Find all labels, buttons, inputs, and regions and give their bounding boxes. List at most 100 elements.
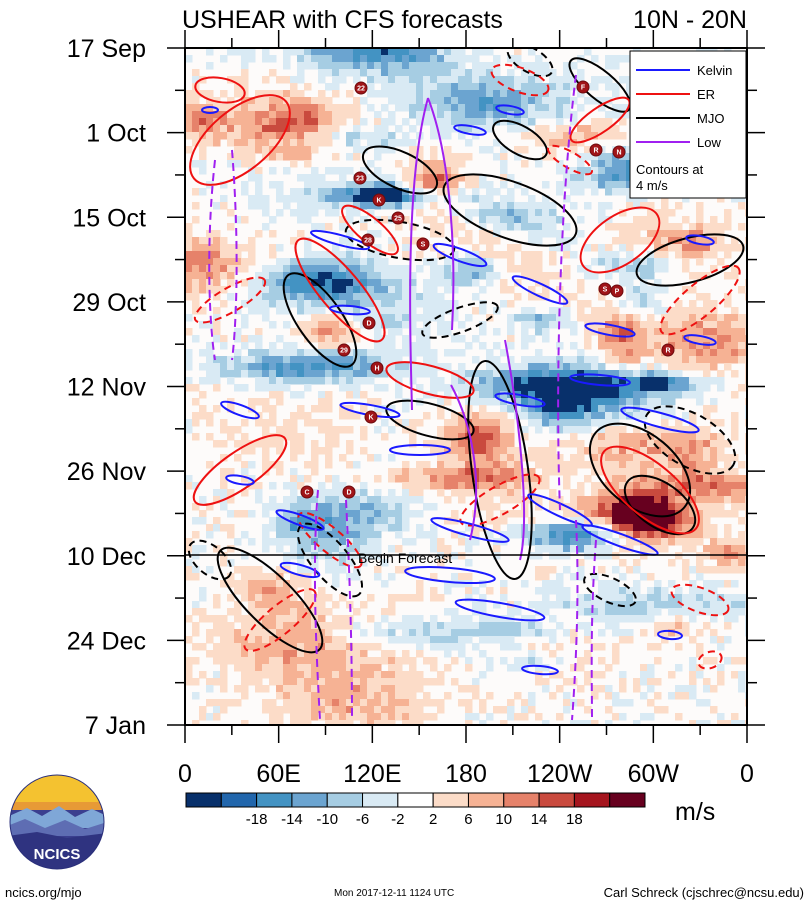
heat-cell [339,503,347,511]
heat-cell [696,398,704,406]
heat-cell [563,76,571,84]
heat-cell [416,587,424,595]
heat-cell [549,251,557,259]
heat-cell [367,594,375,602]
heat-cell [647,272,655,280]
heat-cell [437,671,445,679]
heat-cell [675,391,683,399]
heat-cell [619,384,627,392]
heat-cell [402,629,410,637]
heat-cell [500,426,508,434]
heat-cell [325,286,333,294]
heat-cell [451,426,459,434]
heat-cell [311,167,319,175]
heat-cell [689,461,697,469]
heat-cell [353,489,361,497]
heat-cell [717,377,725,385]
heat-cell [255,678,263,686]
heat-cell [185,293,193,301]
heat-cell [549,356,557,364]
heat-cell [479,440,487,448]
heat-cell [409,370,417,378]
heat-cell [241,671,249,679]
heat-cell [549,580,557,588]
heat-cell [584,461,592,469]
heat-cell [206,685,214,693]
heat-cell [696,650,704,658]
heat-cell [325,496,333,504]
heat-cell [486,265,494,273]
heat-cell [507,440,515,448]
heat-cell [598,167,606,175]
heat-cell [297,650,305,658]
heat-cell [346,531,354,539]
heat-cell [724,314,732,322]
heat-cell [493,83,501,91]
heat-cell [395,300,403,308]
heat-cell [668,524,676,532]
heat-cell [556,244,564,252]
heat-cell [598,370,606,378]
heat-cell [710,440,718,448]
heat-cell [416,251,424,259]
heat-cell [213,524,221,532]
heat-cell [283,692,291,700]
heat-cell [395,76,403,84]
heat-cell [248,370,256,378]
heat-cell [381,720,389,725]
heat-cell [577,265,585,273]
heat-cell [542,664,550,672]
heat-cell [479,62,487,70]
heat-cell [346,447,354,455]
heat-cell [388,496,396,504]
heat-cell [703,594,711,602]
heat-cell [206,286,214,294]
heat-cell [269,636,277,644]
heat-cell [437,293,445,301]
heat-cell [325,454,333,462]
heat-cell [437,265,445,273]
heat-cell [444,300,452,308]
heat-cell [493,622,501,630]
heat-cell [647,314,655,322]
heat-cell [570,531,578,539]
heat-cell [647,223,655,231]
heat-cell [703,566,711,574]
heat-cell [654,531,662,539]
heat-cell [605,433,613,441]
heat-cell [577,349,585,357]
heat-cell [500,433,508,441]
heat-cell [500,454,508,462]
heat-cell [528,216,536,224]
heat-cell [409,671,417,679]
heat-cell [465,377,473,385]
heat-cell [227,496,235,504]
heat-cell [451,153,459,161]
heat-cell [605,370,613,378]
heat-cell [465,118,473,126]
heat-cell [220,643,228,651]
heat-cell [507,699,515,707]
heat-cell [423,174,431,182]
heat-cell [318,300,326,308]
heat-cell [199,90,207,98]
heat-cell [458,538,466,546]
heat-cell [612,608,620,616]
heat-cell [507,321,515,329]
heat-cell [262,531,270,539]
heat-cell [479,601,487,609]
heat-cell [612,468,620,476]
heat-cell [185,664,193,672]
heat-cell [598,251,606,259]
heat-cell [332,706,340,714]
heat-cell [661,391,669,399]
heat-cell [479,174,487,182]
heat-cell [514,146,522,154]
heat-cell [479,258,487,266]
heat-cell [430,622,438,630]
heat-cell [220,202,228,210]
heat-cell [423,195,431,203]
heat-cell [262,629,270,637]
heat-cell [325,349,333,357]
heat-cell [353,664,361,672]
